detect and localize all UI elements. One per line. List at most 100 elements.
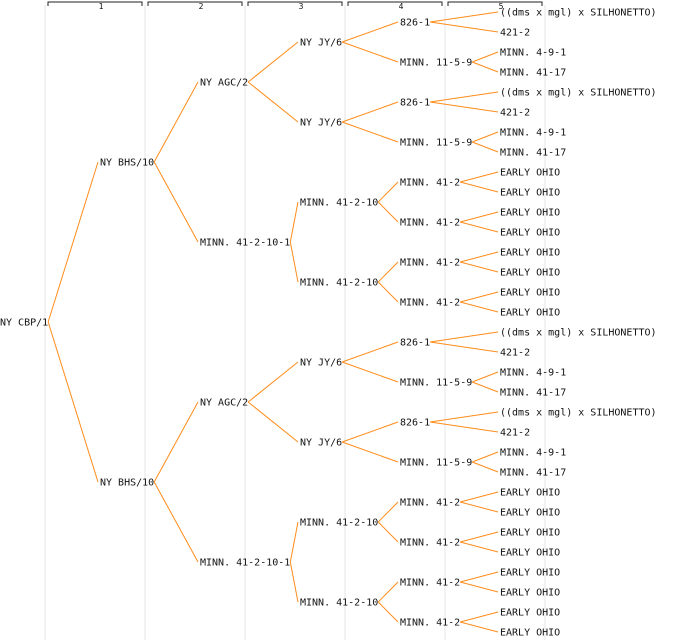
ggg-grandparent-node: MINN. 41-17 — [500, 148, 566, 159]
pedigree-edge — [472, 381, 499, 393]
ggg-grandparent-node: 421-2 — [500, 348, 530, 359]
pedigree-edge — [472, 51, 499, 63]
generation-header: 1 2 3 4 5 — [47, 1, 543, 11]
generation-bracket — [447, 1, 543, 6]
parent-node: NY BHS/10 — [100, 158, 154, 169]
pedigree-edge — [430, 411, 499, 423]
generation-bracket — [247, 1, 343, 6]
pedigree-edge — [460, 301, 499, 313]
pedigree-edge — [153, 81, 199, 163]
pedigree-edge — [47, 161, 99, 323]
pedigree-edge — [472, 131, 499, 143]
gg-grandparent-node: MINN. 41-2 — [400, 298, 460, 309]
gg-grandparent-node: 826-1 — [400, 418, 430, 429]
ggg-grandparent-node: ((dms x mgl) x SILHONETTO) — [500, 88, 657, 99]
ggg-grandparent-node: MINN. 4-9-1 — [500, 368, 566, 379]
pedigree-edge — [430, 421, 499, 433]
gg-grandparent-node: MINN. 41-2 — [400, 178, 460, 189]
gg-grandparent-node: MINN. 41-2 — [400, 498, 460, 509]
pedigree-edge — [472, 61, 499, 73]
gg-grandparent-node: MINN. 11-5-9 — [400, 378, 472, 389]
grandparent-node: NY AGC/2 — [200, 398, 248, 409]
ggg-grandparent-node: EARLY OHIO — [500, 488, 560, 499]
generation-bracket — [347, 1, 443, 6]
pedigree-edge — [377, 261, 399, 283]
pedigree-edge — [153, 481, 199, 563]
gg-grandparent-node: MINN. 11-5-9 — [400, 458, 472, 469]
gg-grandparent-node: 826-1 — [400, 18, 430, 29]
ggg-grandparent-node: 421-2 — [500, 428, 530, 439]
pedigree-edge — [341, 421, 399, 443]
pedigree-edge — [341, 441, 399, 463]
pedigree-edge — [430, 341, 499, 353]
pedigree-edge — [153, 401, 199, 483]
pedigree-edge — [377, 521, 399, 543]
pedigree-edge — [460, 501, 499, 513]
gg-grandparent-node: MINN. 41-2 — [400, 258, 460, 269]
pedigree-edge — [341, 41, 399, 63]
pedigree-edge — [460, 181, 499, 193]
generation-number: 3 — [299, 2, 304, 11]
pedigree-edge — [430, 11, 499, 23]
pedigree-edge — [472, 141, 499, 153]
great-grandparent-node: MINN. 41-2-10 — [300, 198, 378, 209]
ggg-grandparent-node: 421-2 — [500, 108, 530, 119]
ggg-grandparent-node: MINN. 4-9-1 — [500, 448, 566, 459]
pedigree-edges — [47, 11, 499, 633]
ggg-grandparent-node: EARLY OHIO — [500, 568, 560, 579]
ggg-grandparent-node: EARLY OHIO — [500, 528, 560, 539]
ggg-grandparent-node: EARLY OHIO — [500, 508, 560, 519]
great-grandparent-node: NY JY/6 — [300, 118, 342, 129]
proband-node: NY CBP/1 — [0, 318, 48, 329]
pedigree-edge — [460, 621, 499, 633]
pedigree-edge — [460, 611, 499, 623]
gg-grandparent-node: MINN. 11-5-9 — [400, 58, 472, 69]
great-grandparent-node: MINN. 41-2-10 — [300, 518, 378, 529]
pedigree-edge — [377, 601, 399, 623]
generation-number: 2 — [199, 2, 204, 11]
grandparent-node: MINN. 41-2-10-1 — [200, 238, 290, 249]
generation-number: 4 — [399, 2, 404, 11]
pedigree-edge — [289, 201, 299, 243]
pedigree-edge — [289, 241, 299, 283]
pedigree-edge — [377, 201, 399, 223]
ggg-grandparent-node: EARLY OHIO — [500, 208, 560, 219]
pedigree-edge — [247, 401, 299, 443]
pedigree-edge — [460, 171, 499, 183]
pedigree-edge — [460, 491, 499, 503]
gg-grandparent-node: MINN. 41-2 — [400, 218, 460, 229]
pedigree-nodes: NY CBP/1 NY BHS/10 NY AGC/2 NY JY/6 826-1 ((d… — [0, 8, 657, 639]
pedigree-edge — [289, 561, 299, 603]
pedigree-edge — [377, 501, 399, 523]
pedigree-edge — [460, 221, 499, 233]
ggg-grandparent-node: EARLY OHIO — [500, 268, 560, 279]
pedigree-edge — [460, 581, 499, 593]
generation-bracket — [147, 1, 243, 6]
great-grandparent-node: MINN. 41-2-10 — [300, 278, 378, 289]
generation-columns — [44, 5, 546, 640]
parent-node: NY BHS/10 — [100, 478, 154, 489]
gg-grandparent-node: MINN. 41-2 — [400, 618, 460, 629]
gg-grandparent-node: MINN. 41-2 — [400, 578, 460, 589]
grandparent-node: NY AGC/2 — [200, 78, 248, 89]
grandparent-node: MINN. 41-2-10-1 — [200, 558, 290, 569]
pedigree-edge — [247, 361, 299, 403]
pedigree-edge — [377, 581, 399, 603]
pedigree-edge — [247, 81, 299, 123]
generation-number: 5 — [499, 2, 504, 11]
ggg-grandparent-node: EARLY OHIO — [500, 188, 560, 199]
pedigree-edge — [472, 451, 499, 463]
pedigree-edge — [430, 331, 499, 343]
ggg-grandparent-node: MINN. 4-9-1 — [500, 128, 566, 139]
ggg-grandparent-node: EARLY OHIO — [500, 308, 560, 319]
ggg-grandparent-node: EARLY OHIO — [500, 588, 560, 599]
ggg-grandparent-node: ((dms x mgl) x SILHONETTO) — [500, 328, 657, 339]
pedigree-edge — [341, 361, 399, 383]
great-grandparent-node: MINN. 41-2-10 — [300, 598, 378, 609]
ggg-grandparent-node: EARLY OHIO — [500, 288, 560, 299]
pedigree-edge — [377, 181, 399, 203]
ggg-grandparent-node: EARLY OHIO — [500, 248, 560, 259]
pedigree-edge — [377, 281, 399, 303]
pedigree-edge — [247, 41, 299, 83]
